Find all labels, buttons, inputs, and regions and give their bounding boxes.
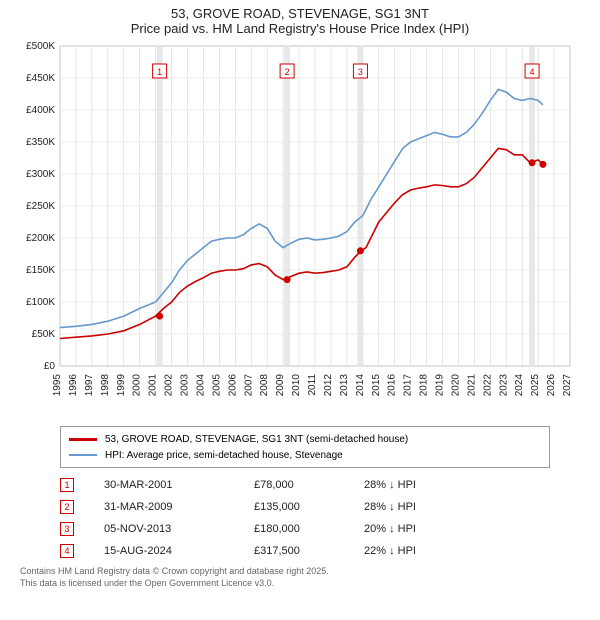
marker-number-box: 1 — [60, 478, 74, 492]
svg-text:2023: 2023 — [498, 374, 509, 397]
svg-text:2021: 2021 — [466, 374, 477, 397]
svg-text:2: 2 — [285, 67, 290, 77]
svg-text:2024: 2024 — [514, 374, 525, 397]
marker-hpi: 28% ↓ HPI — [364, 501, 464, 513]
svg-text:£100K: £100K — [26, 297, 55, 308]
legend: 53, GROVE ROAD, STEVENAGE, SG1 3NT (semi… — [60, 426, 550, 468]
svg-text:2025: 2025 — [530, 374, 541, 397]
svg-text:£300K: £300K — [26, 169, 55, 180]
svg-text:£50K: £50K — [32, 329, 56, 340]
marker-number-box: 4 — [60, 544, 74, 558]
svg-text:£500K: £500K — [26, 42, 55, 52]
svg-text:£0: £0 — [44, 361, 56, 372]
svg-text:2001: 2001 — [148, 374, 159, 397]
chart-title-line1: 53, GROVE ROAD, STEVENAGE, SG1 3NT — [10, 6, 590, 21]
marker-date: 05-NOV-2013 — [104, 523, 224, 535]
svg-text:2004: 2004 — [195, 374, 206, 397]
svg-text:£250K: £250K — [26, 201, 55, 212]
marker-price: £317,500 — [254, 545, 334, 557]
legend-item-0: 53, GROVE ROAD, STEVENAGE, SG1 3NT (semi… — [105, 434, 408, 445]
marker-hpi: 28% ↓ HPI — [364, 479, 464, 491]
footer-license: Contains HM Land Registry data © Crown c… — [20, 566, 580, 589]
svg-text:3: 3 — [358, 67, 363, 77]
marker-table: 1 30-MAR-2001 £78,000 28% ↓ HPI 2 31-MAR-2009… — [60, 474, 580, 562]
marker-date: 30-MAR-2001 — [104, 479, 224, 491]
svg-text:2005: 2005 — [211, 374, 222, 397]
marker-price: £135,000 — [254, 501, 334, 513]
marker-row: 4 15-AUG-2024 £317,500 22% ↓ HPI — [60, 540, 580, 562]
svg-text:2009: 2009 — [275, 374, 286, 397]
svg-text:2017: 2017 — [403, 374, 414, 397]
svg-text:2013: 2013 — [339, 374, 350, 397]
legend-item-1: HPI: Average price, semi-detached house,… — [105, 450, 343, 461]
marker-hpi: 20% ↓ HPI — [364, 523, 464, 535]
svg-text:£350K: £350K — [26, 137, 55, 148]
svg-text:1: 1 — [157, 67, 162, 77]
marker-row: 1 30-MAR-2001 £78,000 28% ↓ HPI — [60, 474, 580, 496]
svg-text:1997: 1997 — [84, 374, 95, 397]
svg-text:2011: 2011 — [307, 374, 318, 396]
svg-text:2018: 2018 — [419, 374, 430, 397]
svg-text:£400K: £400K — [26, 105, 55, 116]
svg-text:2015: 2015 — [371, 374, 382, 397]
svg-text:2014: 2014 — [355, 374, 366, 397]
line-chart: £0 £50K £100K £150K £200K £250K £300K £350K £400… — [20, 42, 580, 422]
svg-text:2012: 2012 — [323, 374, 334, 397]
svg-text:2002: 2002 — [164, 374, 175, 397]
svg-text:2003: 2003 — [180, 374, 191, 397]
marker-row: 2 31-MAR-2009 £135,000 28% ↓ HPI — [60, 496, 580, 518]
marker-number-box: 3 — [60, 522, 74, 536]
marker-date: 15-AUG-2024 — [104, 545, 224, 557]
marker-price: £78,000 — [254, 479, 334, 491]
svg-text:2016: 2016 — [387, 374, 398, 397]
svg-text:4: 4 — [530, 67, 535, 77]
svg-text:1999: 1999 — [116, 374, 127, 397]
svg-text:2022: 2022 — [482, 374, 493, 397]
marker-date: 31-MAR-2009 — [104, 501, 224, 513]
svg-text:£200K: £200K — [26, 233, 55, 244]
svg-text:£150K: £150K — [26, 265, 55, 276]
marker-row: 3 05-NOV-2013 £180,000 20% ↓ HPI — [60, 518, 580, 540]
svg-text:2027: 2027 — [562, 374, 573, 397]
svg-text:1995: 1995 — [52, 374, 63, 397]
marker-number-box: 2 — [60, 500, 74, 514]
svg-text:2000: 2000 — [132, 374, 143, 397]
svg-text:1996: 1996 — [68, 374, 79, 397]
svg-text:1998: 1998 — [100, 374, 111, 397]
svg-text:2008: 2008 — [259, 374, 270, 397]
svg-text:2007: 2007 — [243, 374, 254, 397]
svg-text:2026: 2026 — [546, 374, 557, 397]
svg-text:2020: 2020 — [450, 374, 461, 397]
svg-text:2019: 2019 — [435, 374, 446, 397]
svg-text:2006: 2006 — [227, 374, 238, 397]
marker-hpi: 22% ↓ HPI — [364, 545, 464, 557]
svg-text:2010: 2010 — [291, 374, 302, 397]
svg-text:£450K: £450K — [26, 73, 55, 84]
marker-price: £180,000 — [254, 523, 334, 535]
chart-title-line2: Price paid vs. HM Land Registry's House … — [10, 21, 590, 36]
